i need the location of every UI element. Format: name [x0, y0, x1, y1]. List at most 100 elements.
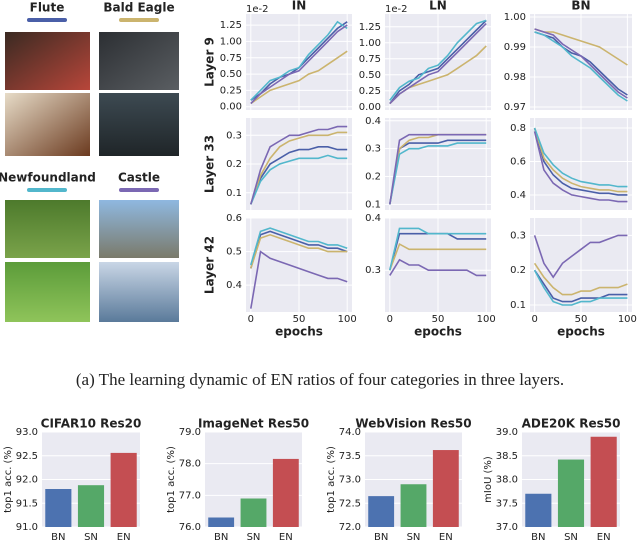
line — [250, 250, 348, 309]
x-tick-label: SN — [407, 532, 421, 543]
y-axis-label: top1 acc. (%) — [3, 446, 14, 513]
bar — [590, 436, 617, 527]
y-axis-label: Layer 42 — [203, 236, 217, 294]
y-tick-label: 0.00 — [359, 102, 381, 113]
y-axis-label: top1 acc. (%) — [166, 446, 177, 513]
y-tick-label: 0.3 — [365, 144, 381, 155]
y-tick-label: 37.5 — [496, 498, 518, 509]
category-label: Newfoundland — [0, 171, 96, 185]
x-tick-label: 100 — [618, 314, 637, 325]
y-tick-label: 0.5 — [226, 247, 242, 258]
offset-label: 1e-2 — [385, 4, 408, 15]
bar — [432, 450, 459, 527]
image — [5, 32, 90, 90]
sample-images — [5, 32, 179, 322]
y-tick-label: 0.4 — [365, 213, 381, 224]
bar — [240, 498, 267, 527]
chart-title: LN — [429, 0, 447, 13]
line — [250, 131, 348, 205]
x-tick-label: BN — [214, 532, 228, 543]
y-tick-label: 38.0 — [496, 475, 518, 486]
y-tick-label: 92.5 — [16, 451, 38, 462]
x-tick-label: BN — [531, 532, 545, 543]
x-tick-label: EN — [439, 532, 453, 543]
y-tick-label: 0.00 — [220, 102, 242, 113]
y-tick-label: 0.3 — [510, 230, 526, 241]
line — [533, 131, 628, 203]
x-tick-label: EN — [117, 532, 131, 543]
y-tick-label: 91.5 — [16, 498, 38, 509]
line — [533, 127, 628, 196]
line — [534, 28, 628, 99]
y-tick-label: 0.25 — [220, 85, 242, 96]
image — [5, 200, 90, 258]
x-tick-label: 50 — [575, 314, 588, 325]
y-tick-label: 0.4 — [226, 280, 242, 291]
x-axis-label: epochs — [557, 325, 605, 339]
line — [389, 19, 487, 105]
y-tick-label: 72.5 — [339, 498, 361, 509]
y-tick-label: 0.75 — [220, 53, 242, 64]
line — [533, 269, 628, 303]
x-tick-label: BN — [374, 532, 388, 543]
y-tick-label: 1.00 — [220, 36, 242, 47]
y-tick-label: 78.0 — [179, 459, 201, 470]
y-axis-label: top1 acc. (%) — [326, 446, 337, 513]
line — [250, 24, 348, 105]
y-tick-label: 73.5 — [339, 451, 361, 462]
bar — [525, 493, 552, 527]
line — [389, 139, 487, 205]
y-tick-label: 79.0 — [179, 427, 201, 438]
y-tick-label: 39.0 — [496, 427, 518, 438]
line — [250, 50, 348, 105]
y-tick-label: 93.0 — [16, 427, 38, 438]
image — [5, 262, 90, 322]
line — [250, 146, 348, 205]
y-tick-label: 0.50 — [220, 69, 242, 80]
category-swatch — [27, 18, 67, 22]
bar — [110, 452, 137, 527]
bar — [208, 517, 235, 527]
y-axis-label: Layer 33 — [203, 135, 217, 193]
y-tick-label: 37.0 — [496, 522, 518, 533]
image — [99, 93, 179, 156]
y-axis-label: mIoU (%) — [483, 456, 494, 503]
y-tick-label: 74.0 — [339, 427, 361, 438]
x-tick-label: 0 — [531, 314, 537, 325]
image — [99, 262, 179, 322]
chart-title: WebVision Res50 — [355, 417, 471, 431]
y-tick-label: 1.00 — [359, 38, 381, 49]
line — [389, 258, 487, 277]
y-tick-label: 0.1 — [510, 300, 526, 311]
bar — [368, 496, 395, 527]
line — [533, 269, 628, 306]
y-tick-label: 38.5 — [496, 451, 518, 462]
category-label: Flute — [30, 1, 65, 15]
line — [250, 20, 348, 101]
x-tick-label: EN — [279, 532, 293, 543]
line — [389, 133, 487, 205]
y-tick-label: 0.75 — [359, 54, 381, 65]
line — [533, 234, 628, 279]
chart-title: CIFAR10 Res20 — [41, 417, 142, 431]
category-swatch — [27, 188, 67, 192]
y-tick-label: 0.4 — [365, 116, 381, 127]
line — [389, 23, 487, 105]
y-tick-label: 77.0 — [179, 490, 201, 501]
line — [389, 142, 487, 205]
category-swatch — [119, 18, 159, 22]
bar — [272, 458, 299, 527]
bar — [557, 459, 585, 527]
x-tick-label: 0 — [387, 314, 393, 325]
line — [250, 230, 348, 269]
y-tick-label: 73.0 — [339, 475, 361, 486]
line — [250, 227, 348, 266]
line — [389, 19, 487, 101]
x-tick-label: BN — [51, 532, 65, 543]
y-tick-label: 0.4 — [510, 190, 526, 201]
y-tick-label: 0.50 — [359, 70, 381, 81]
line — [533, 127, 628, 193]
x-tick-label: SN — [564, 532, 578, 543]
line — [389, 227, 487, 271]
caption: (a) The learning dynamic of EN ratios of… — [76, 370, 564, 389]
